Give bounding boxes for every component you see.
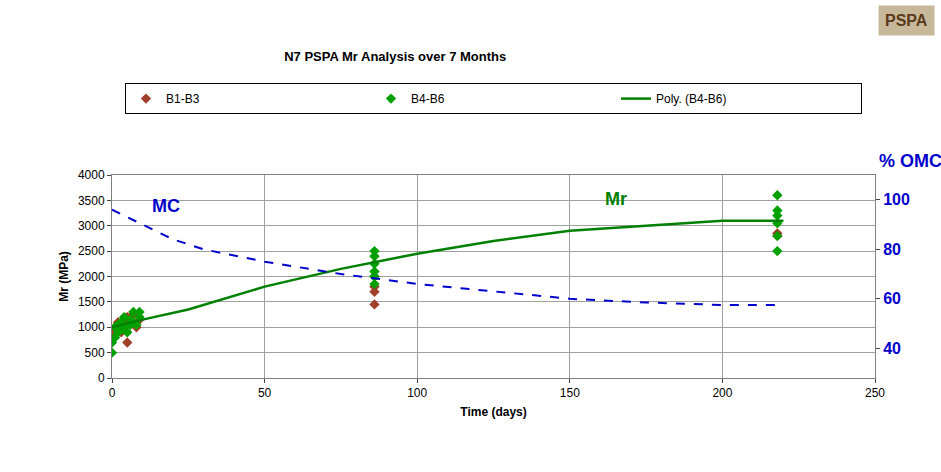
svg-text:100: 100 bbox=[407, 386, 427, 400]
svg-text:B4-B6: B4-B6 bbox=[411, 92, 445, 106]
svg-text:500: 500 bbox=[85, 346, 105, 360]
svg-text:2000: 2000 bbox=[78, 270, 105, 284]
svg-text:4000: 4000 bbox=[78, 168, 105, 182]
svg-text:3000: 3000 bbox=[78, 219, 105, 233]
svg-text:100: 100 bbox=[883, 191, 910, 208]
svg-text:MC: MC bbox=[152, 196, 180, 216]
svg-text:Mr (MPa): Mr (MPa) bbox=[57, 251, 71, 302]
svg-text:40: 40 bbox=[883, 340, 901, 357]
svg-text:200: 200 bbox=[712, 386, 732, 400]
svg-text:2500: 2500 bbox=[78, 244, 105, 258]
svg-text:Time (days): Time (days) bbox=[460, 405, 526, 419]
svg-text:3500: 3500 bbox=[78, 194, 105, 208]
svg-text:Poly. (B4-B6): Poly. (B4-B6) bbox=[656, 92, 726, 106]
svg-text:60: 60 bbox=[883, 290, 901, 307]
svg-text:1500: 1500 bbox=[78, 295, 105, 309]
svg-text:0: 0 bbox=[98, 371, 105, 385]
svg-text:150: 150 bbox=[560, 386, 580, 400]
svg-text:% OMC: % OMC bbox=[879, 151, 941, 171]
svg-text:Mr: Mr bbox=[605, 189, 627, 209]
svg-text:PSPA: PSPA bbox=[885, 12, 928, 29]
svg-text:80: 80 bbox=[883, 241, 901, 258]
svg-text:N7 PSPA Mr Analysis over 7 Mon: N7 PSPA Mr Analysis over 7 Months bbox=[284, 49, 506, 64]
svg-text:B1-B3: B1-B3 bbox=[166, 92, 200, 106]
svg-text:0: 0 bbox=[109, 386, 116, 400]
svg-text:250: 250 bbox=[865, 386, 885, 400]
svg-text:50: 50 bbox=[258, 386, 272, 400]
svg-text:1000: 1000 bbox=[78, 320, 105, 334]
